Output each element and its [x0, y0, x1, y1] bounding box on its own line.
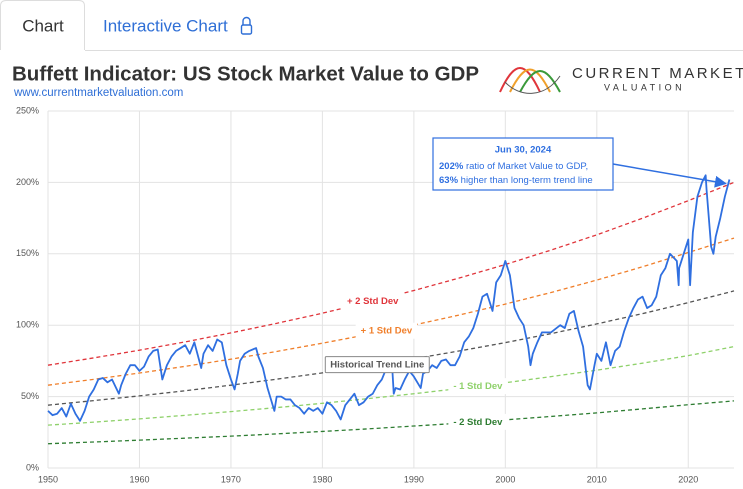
trend-label-text: + 2 Std Dev [347, 296, 399, 307]
callout-line: 63% higher than long-term trend line [439, 175, 593, 186]
tab-chart[interactable]: Chart [22, 16, 64, 35]
y-tick-label: 100% [16, 320, 39, 330]
x-tick-label: 2010 [587, 474, 607, 484]
callout-line: 202% ratio of Market Value to GDP, [439, 161, 588, 172]
callout-box [432, 137, 614, 191]
logo-line1: CURRENT MARKET [572, 65, 743, 82]
callout-title: Jun 30, 2024 [495, 145, 552, 156]
callout-bold: 63% [439, 175, 459, 186]
trend-label-text: - 2 Std Dev [453, 417, 503, 428]
callout-bold: 202% [439, 161, 464, 172]
y-tick-label: 50% [21, 391, 39, 401]
x-tick-label: 2000 [495, 474, 515, 484]
logo-line2: VALUATION [604, 82, 685, 92]
x-tick-label: 1980 [312, 474, 332, 484]
trend-label: Historical Trend Line [324, 356, 430, 374]
x-tick-label: 1970 [221, 474, 241, 484]
tab-active-frame [0, 0, 85, 50]
trend-label-box [341, 293, 404, 310]
trend-label: + 1 Std Dev [355, 322, 418, 339]
trend-label-box [448, 378, 508, 395]
trend-line [47, 345, 735, 426]
callout-text: ratio of Market Value to GDP, [463, 161, 588, 172]
x-tick-label: 2020 [678, 474, 698, 484]
x-tick-label: 1990 [404, 474, 424, 484]
trend-line [47, 237, 735, 386]
chart-title: Buffett Indicator: US Stock Market Value… [12, 62, 479, 85]
y-tick-label: 150% [16, 248, 39, 258]
trend-label-box [448, 413, 508, 430]
trend-label-text: - 1 Std Dev [453, 381, 503, 392]
trend-label: - 1 Std Dev [448, 378, 508, 395]
callout-text: higher than long-term trend line [458, 175, 593, 186]
callout-arrow [612, 163, 727, 188]
logo-mark [499, 67, 561, 94]
trend-label-text: + 1 Std Dev [361, 326, 413, 337]
chart-subtitle[interactable]: www.currentmarketvaluation.com [13, 87, 183, 99]
x-tick-label: 1960 [129, 474, 149, 484]
trend-label-box [324, 356, 430, 374]
lock-icon [240, 16, 253, 35]
trend-label-text: Historical Trend Line [330, 360, 424, 371]
y-tick-label: 0% [26, 462, 39, 472]
x-tick-label: 1950 [38, 474, 58, 484]
trend-line [47, 181, 735, 366]
indicator-line [47, 174, 731, 422]
trend-label-box [355, 322, 418, 339]
y-tick-label: 200% [16, 177, 39, 187]
trend-label: - 2 Std Dev [448, 413, 508, 430]
trend-label: + 2 Std Dev [341, 293, 404, 310]
tab-interactive-chart[interactable]: Interactive Chart [103, 16, 228, 35]
y-tick-label: 250% [16, 105, 39, 115]
plot: 0% 50% 100% 150% 200% 250% 1950 1960 1970 1980 199… [16, 105, 735, 484]
trend-line [47, 400, 735, 445]
